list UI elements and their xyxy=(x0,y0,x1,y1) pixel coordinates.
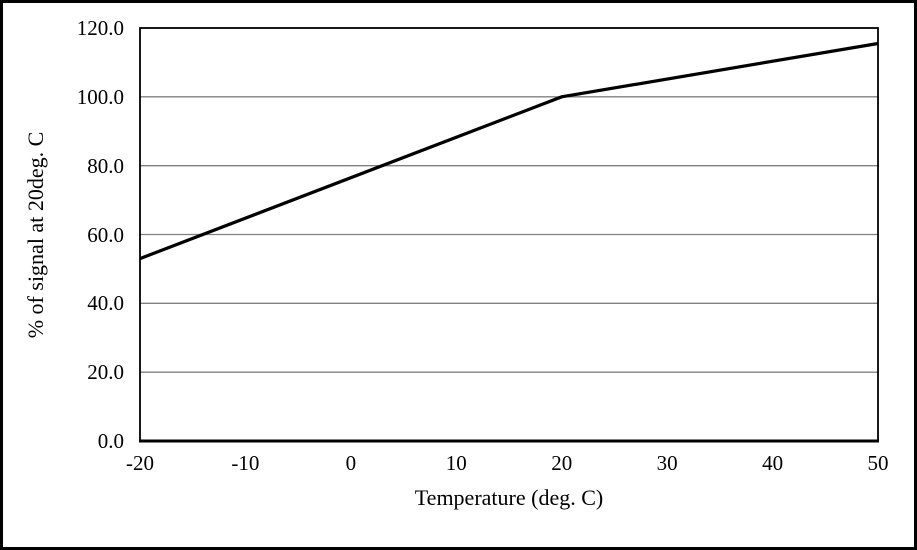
x-tick-label: 30 xyxy=(656,451,678,475)
x-tick-label: 40 xyxy=(762,451,784,475)
y-tick-label: 20.0 xyxy=(87,360,124,385)
y-tick-label: 60.0 xyxy=(87,222,124,247)
y-tick-label: 100.0 xyxy=(76,84,124,109)
y-tick-label: 40.0 xyxy=(87,291,124,316)
x-axis-title: Temperature (deg. C) xyxy=(414,485,604,510)
y-axis-title: % of signal at 20deg. C xyxy=(23,131,48,338)
x-tick-label: 10 xyxy=(445,451,467,475)
x-tick-label: 20 xyxy=(551,451,573,475)
y-tick-label: 80.0 xyxy=(87,153,124,178)
data-line-percent-of-signal-vs-temperature xyxy=(139,41,879,261)
x-tick-label: -10 xyxy=(231,451,260,475)
line-chart-plot-area xyxy=(139,27,879,443)
y-tick-label: 120.0 xyxy=(76,16,124,40)
y-tick-label: 0.0 xyxy=(97,429,124,453)
x-tick-label: -20 xyxy=(126,451,154,475)
x-tick-label: 0 xyxy=(345,451,357,475)
x-tick-label: 50 xyxy=(867,451,889,475)
